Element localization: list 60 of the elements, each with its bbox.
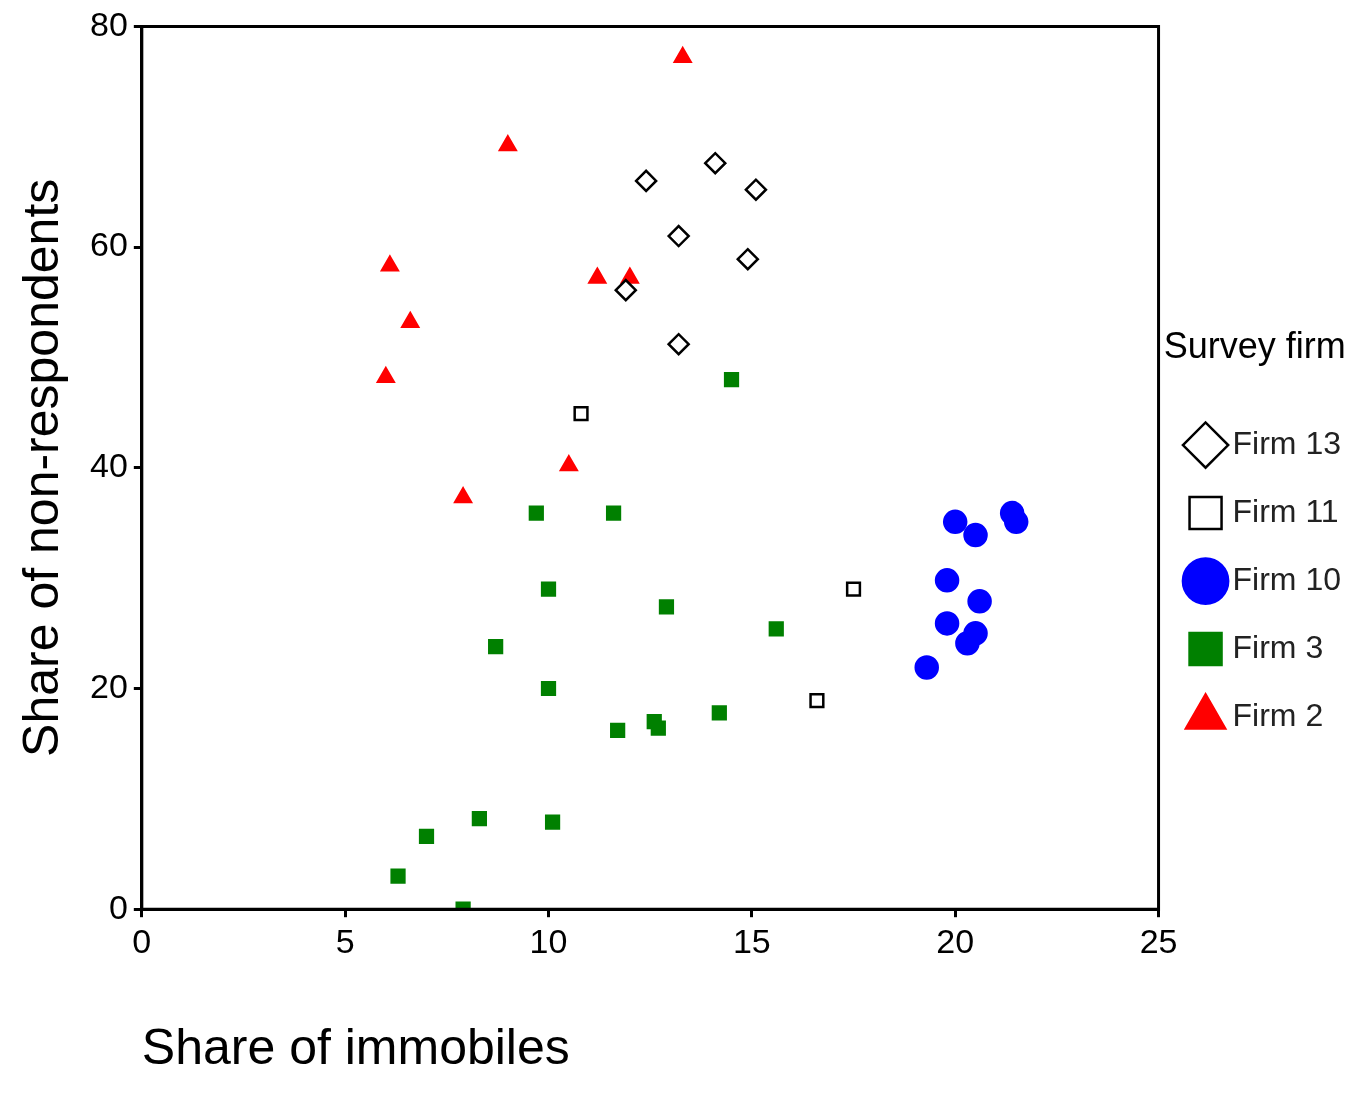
point — [1003, 509, 1029, 535]
point — [614, 278, 638, 302]
point — [723, 371, 740, 388]
point — [704, 151, 727, 175]
point — [934, 611, 960, 636]
y-tick-label: 0 — [108, 887, 128, 926]
point — [967, 589, 992, 614]
legend-label: Firm 10 — [1232, 560, 1341, 597]
point — [845, 581, 862, 597]
point — [588, 267, 607, 284]
y-tick-label: 60 — [89, 225, 128, 264]
point — [605, 505, 622, 521]
legend-title: Survey firm — [1163, 324, 1346, 366]
legend-label: Firm 13 — [1232, 424, 1341, 461]
point — [634, 169, 658, 193]
point — [488, 638, 504, 655]
y-tick-label: 40 — [89, 446, 128, 485]
point — [673, 47, 692, 64]
point — [544, 814, 561, 830]
point — [744, 178, 768, 201]
point — [667, 224, 690, 248]
point — [768, 621, 784, 637]
y-axis-title: Share of non-respondents — [12, 178, 69, 757]
legend-label: Firm 2 — [1232, 696, 1324, 733]
point — [559, 455, 578, 472]
point — [498, 135, 517, 152]
x-tick-label: 0 — [132, 921, 152, 960]
point — [573, 406, 589, 422]
point — [610, 722, 626, 739]
point — [471, 811, 487, 827]
x-axis-title: Share of immobiles — [141, 1018, 570, 1075]
point — [809, 693, 825, 709]
point — [736, 247, 760, 271]
point — [380, 255, 399, 272]
legend-label: Firm 3 — [1232, 628, 1324, 665]
x-tick-label: 15 — [732, 921, 771, 960]
point — [650, 720, 666, 736]
y-tick-label: 80 — [89, 4, 128, 43]
x-tick-label: 25 — [1139, 921, 1178, 960]
point — [401, 311, 420, 328]
x-tick-label: 10 — [529, 921, 568, 960]
point — [667, 332, 690, 356]
point — [711, 705, 727, 721]
point — [390, 868, 406, 884]
point — [418, 828, 435, 844]
point — [942, 509, 968, 535]
point — [658, 599, 675, 615]
point — [454, 487, 473, 504]
point — [955, 631, 980, 656]
point — [540, 581, 557, 597]
x-tick-label: 5 — [335, 921, 355, 960]
point — [528, 505, 544, 521]
x-tick-label: 20 — [936, 921, 975, 960]
point — [540, 680, 557, 697]
point — [914, 655, 939, 680]
legend-label: Firm 11 — [1232, 492, 1339, 529]
point — [963, 522, 988, 548]
y-tick-label: 20 — [89, 666, 128, 705]
point — [934, 568, 960, 593]
point — [376, 367, 395, 384]
